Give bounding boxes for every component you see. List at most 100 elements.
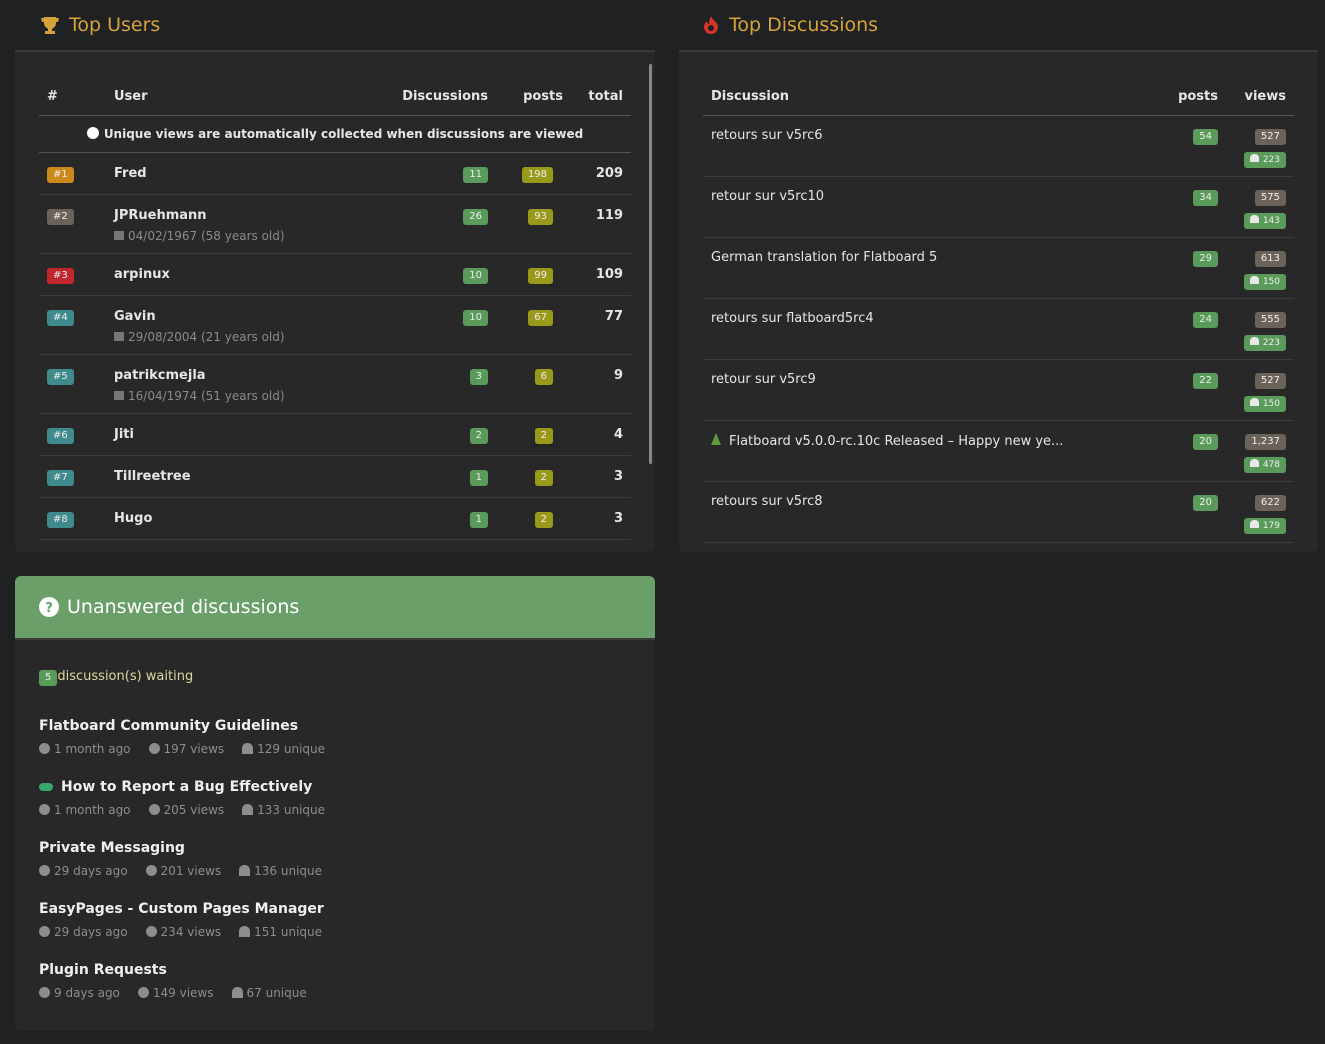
item-meta: 1 month ago 197 views 129 unique: [39, 742, 631, 756]
discussion-title[interactable]: retour sur v5rc10: [711, 189, 825, 204]
item-title[interactable]: Plugin Requests: [39, 962, 167, 978]
item-meta: 29 days ago 234 views 151 unique: [39, 925, 631, 939]
user-row: #3 arpinux 10 99 109: [39, 254, 631, 296]
total: 9: [613, 368, 623, 383]
unique-wrap: 150: [1218, 273, 1286, 290]
item-title[interactable]: EasyPages - Custom Pages Manager: [39, 901, 324, 917]
unique-badge: 478: [1243, 457, 1286, 473]
posts-badge: 20: [1193, 434, 1218, 450]
rank-cell: #2: [39, 208, 114, 225]
unique-count: 150: [1262, 399, 1280, 409]
birthday: 04/02/1967 (58 years old): [114, 229, 368, 243]
top-discussions-table: Discussion posts views retours sur v5rc6 54 5…: [703, 77, 1294, 543]
user-cell: JPRuehmann 04/02/1967 (58 years old): [114, 208, 368, 243]
discussion-row: German translation for Flatboard 5 29 613 1…: [703, 238, 1294, 299]
meta-views: 197 views: [148, 742, 224, 756]
views-icon: [148, 804, 160, 815]
posts-badge: 99: [528, 268, 553, 284]
user-name[interactable]: patrikcmejla: [114, 368, 206, 383]
user-row: #7 Tillreetree 1 2 3: [39, 456, 631, 498]
rank-badge: #7: [47, 470, 74, 486]
user-icon: [1249, 337, 1259, 345]
title-cell: retours sur v5rc8: [703, 494, 1138, 509]
item-title[interactable]: Flatboard Community Guidelines: [39, 718, 299, 734]
total: 77: [604, 309, 623, 324]
discussions-badge: 3: [469, 369, 488, 385]
column-header: User: [114, 88, 148, 104]
discussions-badge: 10: [463, 268, 488, 284]
user-name[interactable]: Fred: [114, 166, 147, 181]
views-cell: 613 150: [1218, 250, 1294, 290]
views-cell: 527 223: [1218, 128, 1294, 168]
unique-wrap: 223: [1218, 334, 1286, 351]
discussions-badge: 2: [469, 428, 488, 444]
user-row: #6 Jiti 2 2 4: [39, 414, 631, 456]
views-badge: 622: [1254, 495, 1286, 511]
posts-cell: 54: [1138, 128, 1218, 145]
item-title[interactable]: Private Messaging: [39, 840, 185, 856]
rank-badge: #3: [47, 268, 74, 284]
posts-badge: 67: [528, 310, 553, 326]
cake-icon: [114, 391, 124, 400]
unique-wrap: 143: [1218, 212, 1286, 229]
user-name[interactable]: arpinux: [114, 267, 170, 282]
posts-cell: 93: [488, 208, 563, 225]
bug-icon: [39, 783, 53, 791]
age-icon: [39, 926, 50, 937]
posts-cell: 99: [488, 267, 563, 284]
discussion-title[interactable]: retours sur v5rc8: [711, 494, 823, 509]
column-header: Discussion: [711, 88, 790, 104]
discussions-badge: 1: [469, 470, 488, 486]
unanswered-item: Plugin Requests 9 days ago 149 views 67 uni…: [39, 959, 631, 1020]
waiting-line: 5 discussion(s) waiting: [39, 669, 193, 686]
unique-badge: 179: [1243, 518, 1286, 534]
top-users-table: # User Discussions posts total Unique views a…: [39, 77, 631, 540]
user-name[interactable]: Gavin: [114, 309, 156, 324]
views-cell: 575 143: [1218, 189, 1294, 229]
birthday-text: 16/04/1974 (51 years old): [128, 389, 285, 403]
discussion-row: retours sur v5rc8 20 622 179: [703, 482, 1294, 543]
unanswered-item: How to Report a Bug Effectively 1 month a…: [39, 776, 631, 837]
title-cell: retour sur v5rc10: [703, 189, 1138, 204]
item-title[interactable]: How to Report a Bug Effectively: [61, 779, 313, 795]
unique-count: 478: [1262, 460, 1280, 470]
user-icon: [1249, 520, 1259, 528]
posts-badge: 24: [1193, 312, 1218, 328]
unique-icon: [239, 926, 251, 937]
header-row: Discussion posts views: [703, 77, 1294, 116]
discussion-row: retour sur v5rc10 34 575 143: [703, 177, 1294, 238]
discussion-row: retours sur flatboard5rc4 24 555 223: [703, 299, 1294, 360]
discussion-title[interactable]: retours sur flatboard5rc4: [711, 311, 874, 326]
unique-count: 150: [1262, 277, 1280, 287]
discussion-title[interactable]: retours sur v5rc6: [711, 128, 823, 143]
unique-badge: 223: [1243, 335, 1286, 351]
unique-text: 129 unique: [257, 742, 326, 756]
column-header: posts: [523, 88, 563, 104]
unique-text: 151 unique: [254, 925, 323, 939]
user-cell: arpinux: [114, 267, 368, 282]
meta-age: 9 days ago: [39, 986, 120, 1000]
top-users-panel: Top Users # User Discussions posts total Uniq…: [15, 0, 655, 552]
posts-badge: 198: [521, 167, 553, 183]
rank-cell: #1: [39, 166, 114, 183]
item-title-line: How to Report a Bug Effectively: [39, 776, 631, 795]
rank-cell: #8: [39, 511, 114, 528]
user-name[interactable]: Jiti: [114, 427, 134, 442]
user-row: #2 JPRuehmann 04/02/1967 (58 years old) 26 9…: [39, 195, 631, 254]
discussion-title[interactable]: retour sur v5rc9: [711, 372, 816, 387]
rank-badge: #8: [47, 512, 74, 528]
info-icon: [86, 127, 99, 139]
discussion-row: Flatboard v5.0.0-rc.10c Released – Happy…: [703, 421, 1294, 482]
discussion-title[interactable]: Flatboard v5.0.0-rc.10c Released – Happy…: [729, 434, 1064, 449]
unique-icon: [239, 865, 251, 876]
unique-wrap: 478: [1218, 456, 1286, 473]
user-name[interactable]: JPRuehmann: [114, 208, 207, 223]
discussions-badge: 26: [463, 209, 488, 225]
views-icon: [145, 926, 157, 937]
birthday: 16/04/1974 (51 years old): [114, 389, 368, 403]
user-name[interactable]: Tillreetree: [114, 469, 191, 484]
posts-badge: 2: [534, 428, 553, 444]
age-icon: [39, 804, 50, 815]
discussion-title[interactable]: German translation for Flatboard 5: [711, 250, 938, 265]
user-name[interactable]: Hugo: [114, 511, 153, 526]
